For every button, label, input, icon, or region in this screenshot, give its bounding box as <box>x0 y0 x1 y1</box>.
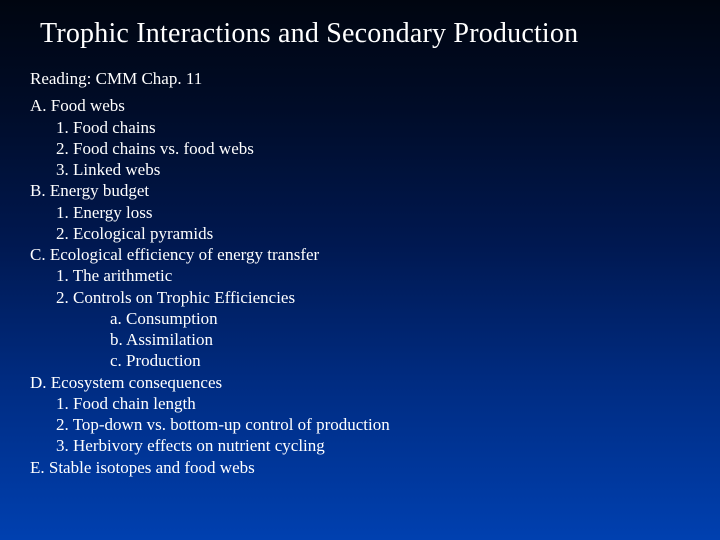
outline-item: 2. Ecological pyramids <box>56 223 700 244</box>
outline-item: 1. Energy loss <box>56 202 700 223</box>
outline-item: 2. Food chains vs. food webs <box>56 138 700 159</box>
outline-item: b. Assimilation <box>110 329 700 350</box>
outline-item: 1. The arithmetic <box>56 265 700 286</box>
outline-item: a. Consumption <box>110 308 700 329</box>
outline-item: C. Ecological efficiency of energy trans… <box>30 244 700 265</box>
reading-line: Reading: CMM Chap. 11 <box>30 68 700 89</box>
outline-item: 2. Top-down vs. bottom-up control of pro… <box>56 414 700 435</box>
outline-item: A. Food webs <box>30 95 700 116</box>
outline-item: B. Energy budget <box>30 180 700 201</box>
slide: Trophic Interactions and Secondary Produ… <box>0 0 720 540</box>
outline-item: E. Stable isotopes and food webs <box>30 457 700 478</box>
outline-item: 2. Controls on Trophic Efficiencies <box>56 287 700 308</box>
outline-item: 1. Food chain length <box>56 393 700 414</box>
outline-item: 3. Herbivory effects on nutrient cycling <box>56 435 700 456</box>
slide-title: Trophic Interactions and Secondary Produ… <box>40 18 700 50</box>
outline-item: 3. Linked webs <box>56 159 700 180</box>
outline: A. Food webs 1. Food chains 2. Food chai… <box>30 95 700 478</box>
outline-item: 1. Food chains <box>56 117 700 138</box>
outline-item: D. Ecosystem consequences <box>30 372 700 393</box>
outline-item: c. Production <box>110 350 700 371</box>
